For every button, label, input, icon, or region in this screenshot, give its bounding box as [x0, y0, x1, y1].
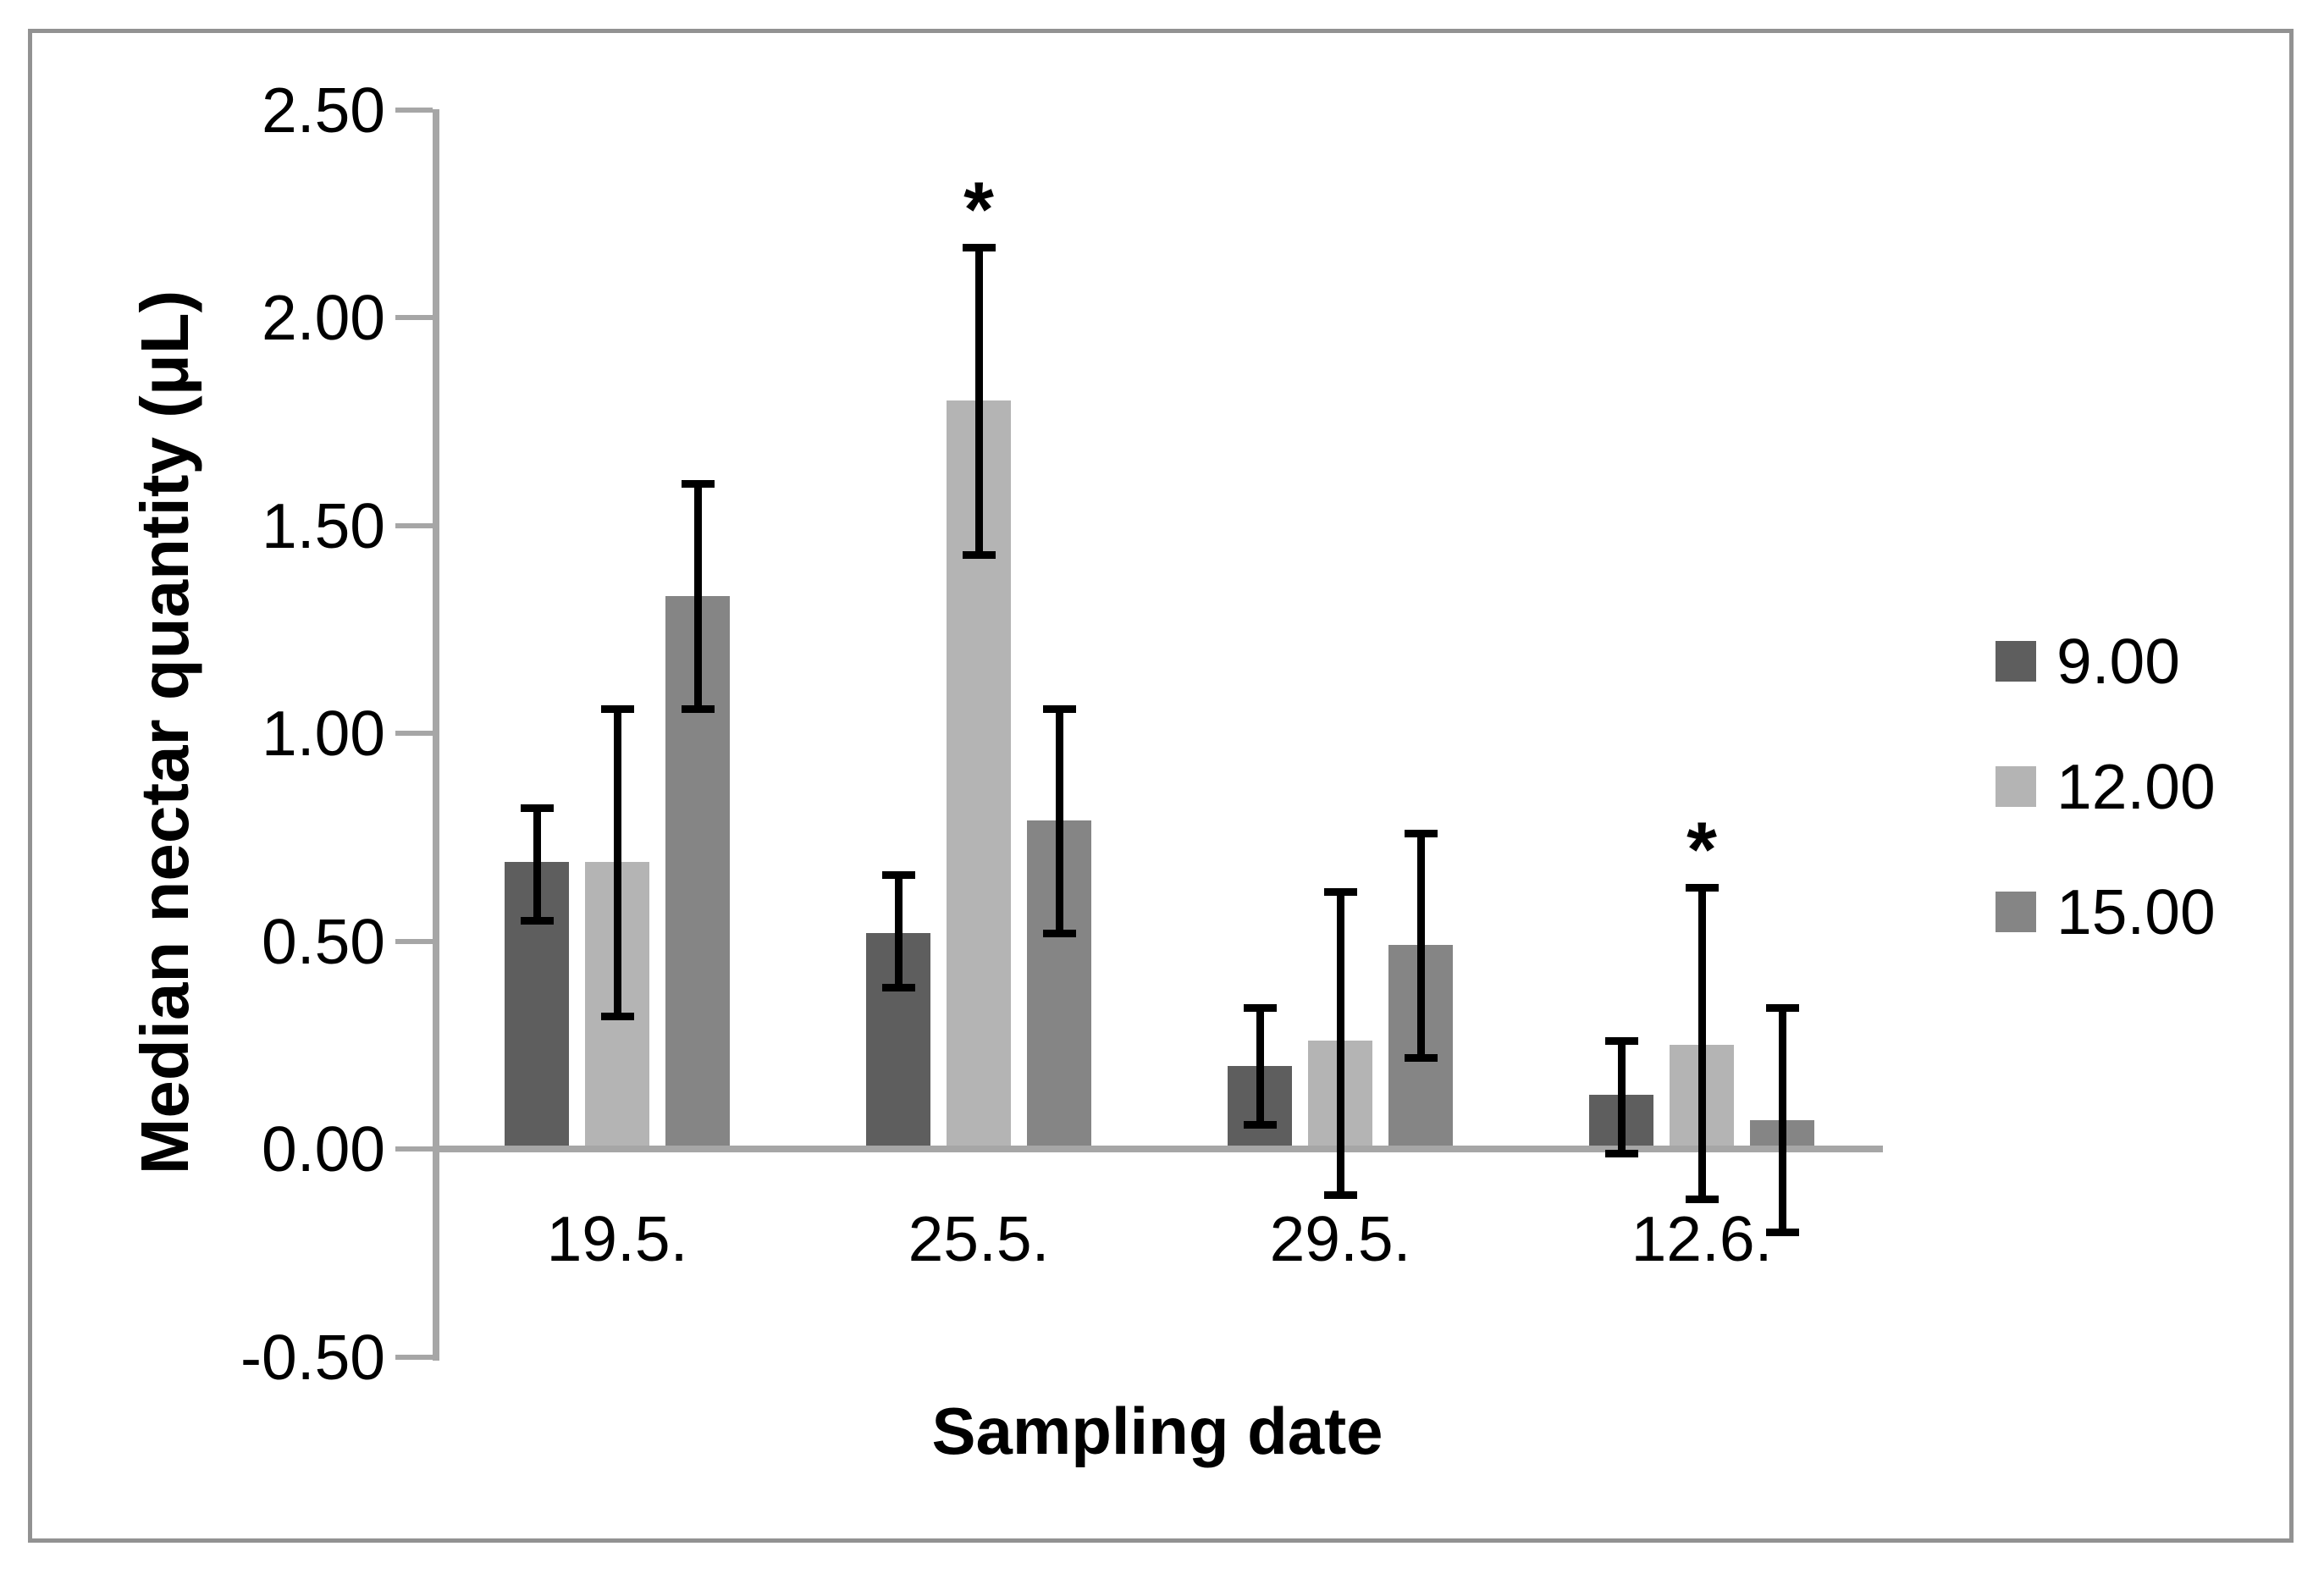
error-cap-top-12.00-12.6.	[1686, 883, 1719, 892]
x-axis-category-label: 19.5.	[546, 1203, 688, 1274]
error-cap-bottom-15.00-25.5.	[1043, 929, 1076, 937]
error-cap-bottom-9.00-19.5.	[521, 916, 554, 925]
figure-border	[28, 29, 2294, 1543]
error-cap-bottom-9.00-25.5.	[882, 983, 915, 991]
error-bar-15.00-12.6.	[1779, 1008, 1786, 1233]
error-cap-top-15.00-25.5.	[1043, 704, 1076, 713]
x-axis-category-label: 12.6.	[1631, 1203, 1773, 1274]
error-bar-12.00-29.5.	[1337, 891, 1344, 1195]
legend-swatch-15.00	[1996, 892, 2036, 932]
y-axis-tick-label: 1.00	[262, 698, 385, 769]
error-bar-12.00-12.6.	[1698, 886, 1706, 1199]
legend-swatch-12.00	[1996, 766, 2036, 807]
error-cap-bottom-15.00-29.5.	[1405, 1053, 1438, 1062]
y-axis-tick-label: 1.50	[262, 489, 385, 561]
error-cap-top-12.00-25.5.	[963, 243, 996, 251]
error-bar-15.00-29.5.	[1417, 832, 1425, 1058]
error-cap-bottom-15.00-19.5.	[682, 704, 715, 713]
error-cap-bottom-9.00-29.5.	[1244, 1120, 1277, 1129]
error-cap-bottom-15.00-12.6.	[1766, 1229, 1799, 1237]
y-axis-tick	[395, 1146, 433, 1152]
x-axis-line	[433, 1146, 1883, 1152]
error-cap-top-12.00-19.5.	[601, 704, 634, 713]
y-axis-tick-label: 0.00	[262, 1113, 385, 1185]
x-axis-category-label: 25.5.	[908, 1203, 1050, 1274]
error-cap-top-9.00-29.5.	[1244, 1004, 1277, 1013]
y-axis-tick	[395, 522, 433, 528]
error-bar-12.00-19.5.	[614, 708, 621, 1016]
y-axis-tick	[395, 938, 433, 944]
error-cap-top-15.00-29.5.	[1405, 829, 1438, 837]
error-bar-9.00-29.5.	[1256, 1008, 1264, 1124]
legend-swatch-9.00	[1996, 641, 2036, 682]
y-axis-tick	[395, 107, 433, 113]
significance-asterisk: *	[1686, 806, 1717, 893]
error-cap-top-15.00-19.5.	[682, 480, 715, 489]
y-axis-tick	[395, 315, 433, 320]
error-cap-bottom-12.00-25.5.	[963, 550, 996, 559]
error-cap-top-9.00-19.5.	[521, 804, 554, 813]
legend-label-15.00: 15.00	[2056, 876, 2216, 947]
error-cap-top-15.00-12.6.	[1766, 1004, 1799, 1013]
error-cap-top-12.00-29.5.	[1324, 887, 1357, 896]
error-bar-9.00-19.5.	[533, 808, 541, 920]
error-bar-12.00-25.5.	[975, 246, 983, 555]
error-bar-15.00-25.5.	[1056, 708, 1063, 933]
error-bar-9.00-25.5.	[895, 874, 903, 987]
y-axis-tick-label: -0.50	[240, 1321, 385, 1393]
x-axis-category-label: 29.5.	[1269, 1203, 1411, 1274]
error-bar-15.00-19.5.	[694, 483, 702, 709]
error-cap-bottom-12.00-12.6.	[1686, 1195, 1719, 1203]
error-cap-bottom-12.00-19.5.	[601, 1012, 634, 1020]
legend-label-12.00: 12.00	[2056, 751, 2216, 822]
y-axis-tick-label: 0.50	[262, 905, 385, 977]
significance-asterisk: *	[963, 166, 994, 253]
y-axis-tick-label: 2.00	[262, 282, 385, 353]
legend-label-9.00: 9.00	[2056, 626, 2180, 697]
y-axis-tick	[395, 731, 433, 736]
y-axis-line	[433, 109, 439, 1361]
error-cap-top-9.00-25.5.	[882, 870, 915, 879]
error-cap-bottom-12.00-29.5.	[1324, 1191, 1357, 1199]
error-cap-top-9.00-12.6.	[1605, 1037, 1638, 1046]
y-axis-tick-label: 2.50	[262, 74, 385, 146]
error-bar-9.00-12.6.	[1618, 1041, 1626, 1153]
x-axis-title: Sampling date	[931, 1394, 1383, 1468]
error-cap-bottom-9.00-12.6.	[1605, 1149, 1638, 1157]
y-axis-tick	[395, 1354, 433, 1360]
